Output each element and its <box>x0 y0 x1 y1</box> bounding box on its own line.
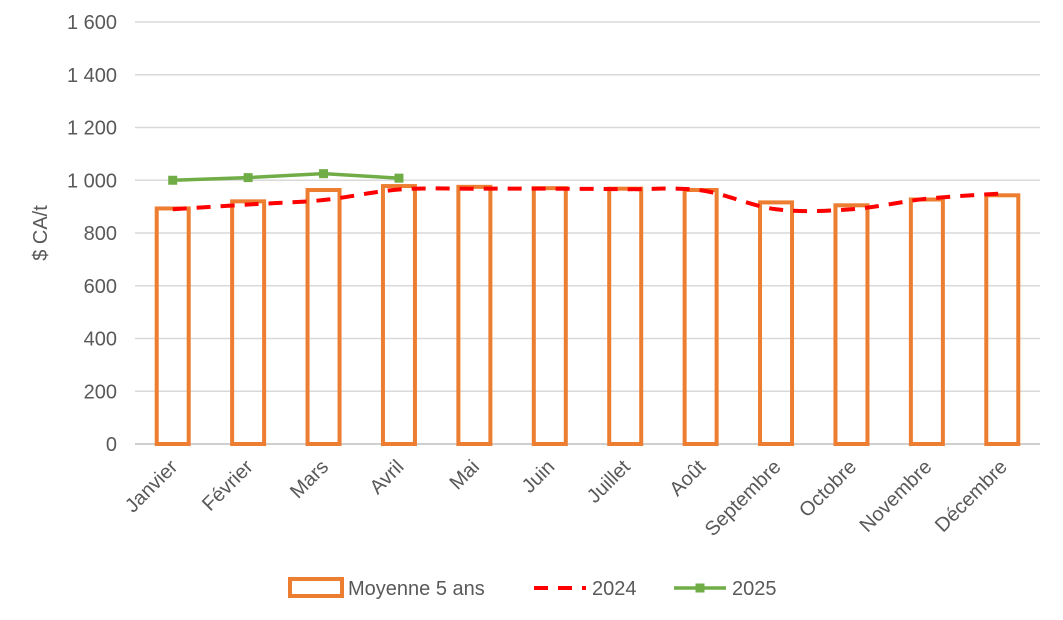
bar <box>607 186 644 446</box>
line-2025 <box>172 171 400 182</box>
line-2024 <box>172 186 1003 214</box>
legend-label-moyenne: Moyenne 5 ans <box>348 578 485 600</box>
x-tick-label: Mai <box>446 456 484 494</box>
line-series <box>168 169 1003 214</box>
bar <box>230 199 267 446</box>
y-tick-label: 200 <box>84 381 117 403</box>
y-tick-label: 1 400 <box>67 65 117 87</box>
x-tick-label: Juin <box>518 456 560 498</box>
y-tick-label: 1 600 <box>67 12 117 34</box>
legend-swatch-moyenne <box>288 577 344 598</box>
bar <box>984 193 1021 446</box>
point-2025 <box>243 173 253 183</box>
legend: Moyenne 5 ans 2024 2025 <box>288 577 777 600</box>
legend-label-2025: 2025 <box>732 578 777 600</box>
y-tick-label: 1 200 <box>67 118 117 140</box>
legend-label-2024: 2024 <box>592 578 637 600</box>
x-tick-label: Janvier <box>121 456 182 517</box>
y-tick-label: 800 <box>84 223 117 245</box>
bar <box>380 184 417 447</box>
legend-marker-2025 <box>695 583 705 593</box>
gridlines <box>135 21 1040 445</box>
x-tick-label: Juillet <box>583 456 635 508</box>
x-tick-label: Août <box>666 456 711 501</box>
x-axis-ticks: Janvier Février Mars Avril Mai Juin Juillet Aoû… <box>121 456 1012 541</box>
bar <box>908 197 945 446</box>
y-tick-label: 0 <box>106 434 117 456</box>
point-2025 <box>319 169 329 179</box>
bar <box>305 188 342 446</box>
x-tick-label: Octobre <box>795 456 861 522</box>
bar <box>531 186 568 446</box>
x-tick-label: Mars <box>286 456 333 503</box>
x-tick-label: Décembre <box>931 456 1012 537</box>
y-tick-label: 400 <box>84 329 117 351</box>
bar-series <box>154 184 1021 447</box>
x-tick-label: Février <box>198 456 258 516</box>
bar <box>682 188 719 446</box>
bar <box>833 203 870 446</box>
point-2025 <box>394 173 404 183</box>
y-axis-label: $ CA/t <box>30 205 52 261</box>
y-axis-ticks: 0 200 400 600 800 1 000 1 200 1 400 1 600 <box>67 12 117 456</box>
x-tick-label: Septembre <box>701 456 786 541</box>
x-tick-label: Novembre <box>856 456 937 537</box>
y-tick-label: 600 <box>84 276 117 298</box>
bar <box>758 200 795 446</box>
x-tick-label: Avril <box>366 456 409 499</box>
y-tick-label: 1 000 <box>67 170 117 192</box>
bar <box>456 184 493 446</box>
bar <box>154 206 191 446</box>
point-2025 <box>168 175 178 185</box>
